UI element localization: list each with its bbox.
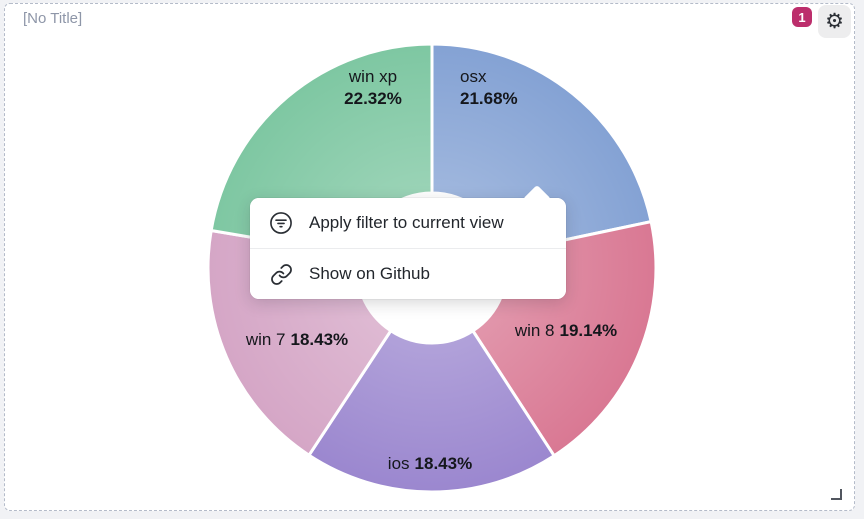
menu-item-show-on-github[interactable]: Show on Github — [250, 248, 566, 299]
slice-label-ios: ios 18.43% — [320, 454, 540, 474]
slice-name: win 7 — [245, 330, 286, 349]
menu-item-apply-filter[interactable]: Apply filter to current view — [250, 198, 566, 248]
widget-settings-button[interactable]: ⚙ — [818, 5, 851, 38]
slice-name: win xp — [348, 67, 398, 86]
slice-percent: 19.14% — [559, 321, 618, 340]
slice-percent: 21.68% — [460, 89, 518, 108]
filter-circle-icon — [268, 210, 294, 236]
slice-label-win7: win 7 18.43% — [187, 330, 407, 350]
menu-item-label: Apply filter to current view — [309, 213, 504, 232]
slice-percent: 18.43% — [414, 454, 473, 473]
link-icon — [268, 261, 294, 287]
slice-name: osx — [460, 67, 487, 86]
slice-percent: 22.32% — [344, 89, 402, 108]
gear-icon: ⚙ — [825, 10, 844, 33]
slice-label-win8: win 8 19.14% — [456, 321, 676, 341]
menu-item-label: Show on Github — [309, 264, 430, 283]
slice-name: win 8 — [514, 321, 555, 340]
widget-title: [No Title] — [23, 10, 83, 27]
slice-name: ios — [387, 454, 410, 473]
parameter-count-badge: 1 — [792, 7, 812, 27]
context-menu: Apply filter to current view Show on Git… — [250, 184, 566, 299]
resize-handle-icon[interactable] — [831, 489, 842, 500]
slice-label-winxp: win xp 22.32% — [303, 66, 443, 110]
slice-label-osx: osx 21.68% — [460, 66, 518, 110]
slice-percent: 18.43% — [290, 330, 349, 349]
context-menu-list: Apply filter to current view Show on Git… — [250, 198, 566, 299]
